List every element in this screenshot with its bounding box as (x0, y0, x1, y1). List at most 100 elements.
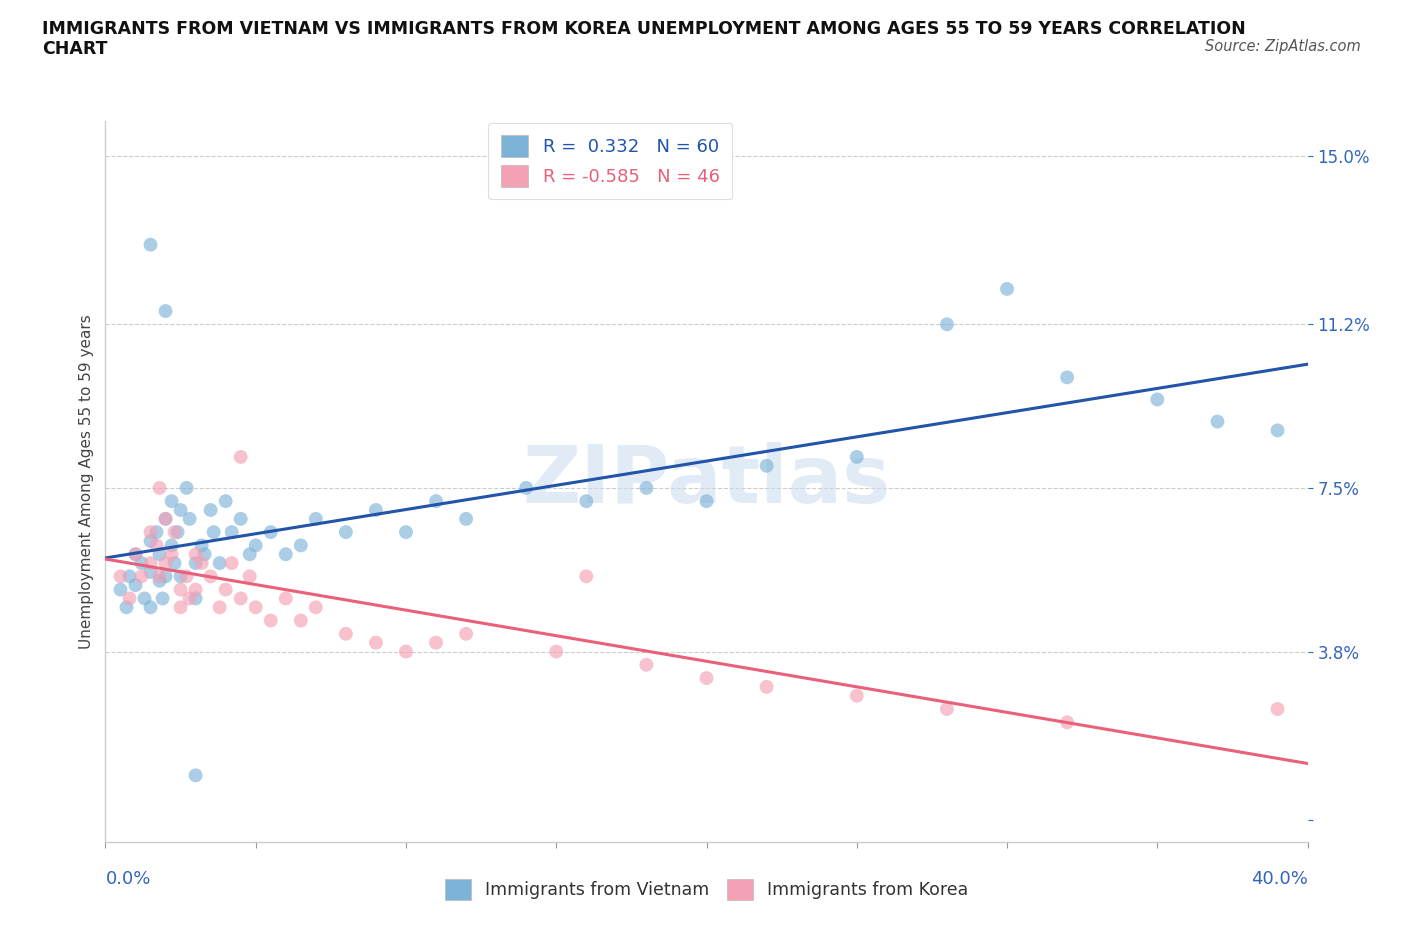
Point (155, 512, 177, 526)
Point (139, 555, 162, 570)
Point (145, 525, 167, 539)
Point (148, 573, 170, 588)
Point (1206, 414, 1229, 429)
Point (260, 613, 283, 628)
Point (139, 525, 162, 539)
Point (1267, 701, 1289, 716)
Point (124, 547, 146, 562)
Point (290, 538, 312, 552)
Point (636, 658, 658, 672)
Point (364, 502, 387, 517)
Point (229, 449, 252, 464)
Point (995, 282, 1018, 297)
Point (260, 525, 283, 539)
Point (274, 591, 297, 605)
Point (245, 600, 267, 615)
Text: Source: ZipAtlas.com: Source: ZipAtlas.com (1205, 39, 1361, 54)
Point (184, 547, 207, 562)
Point (1267, 423, 1289, 438)
Point (221, 525, 243, 539)
Point (454, 627, 477, 642)
Point (454, 512, 477, 526)
Point (131, 569, 153, 584)
Point (395, 644, 418, 659)
Point (305, 600, 328, 615)
Point (148, 547, 170, 562)
Point (214, 582, 236, 597)
Point (152, 591, 174, 605)
Point (184, 768, 207, 783)
Text: IMMIGRANTS FROM VIETNAM VS IMMIGRANTS FROM KOREA UNEMPLOYMENT AMONG AGES 55 TO 5: IMMIGRANTS FROM VIETNAM VS IMMIGRANTS FR… (42, 20, 1246, 38)
Point (184, 591, 207, 605)
Point (194, 547, 217, 562)
Point (425, 635, 447, 650)
Point (148, 569, 170, 584)
Point (163, 525, 186, 539)
Point (575, 494, 598, 509)
Point (395, 525, 418, 539)
Y-axis label: Unemployment Among Ages 55 to 59 years: Unemployment Among Ages 55 to 59 years (79, 314, 94, 648)
Text: CHART: CHART (42, 40, 108, 58)
Point (1056, 370, 1078, 385)
Point (166, 525, 188, 539)
Point (163, 555, 186, 570)
Point (179, 512, 201, 526)
Point (139, 600, 162, 615)
Point (131, 555, 153, 570)
Point (245, 538, 267, 552)
Point (169, 582, 191, 597)
Point (190, 538, 212, 552)
Point (1056, 715, 1078, 730)
Point (139, 534, 162, 549)
Point (148, 481, 170, 496)
Point (208, 600, 231, 615)
Point (160, 538, 183, 552)
Point (115, 600, 138, 615)
Point (200, 502, 222, 517)
Point (214, 494, 236, 509)
Point (290, 613, 312, 628)
Point (145, 538, 167, 552)
Point (239, 569, 262, 584)
Point (845, 688, 868, 703)
Point (184, 555, 207, 570)
Point (179, 591, 201, 605)
Point (184, 582, 207, 597)
Point (845, 449, 868, 464)
Point (364, 635, 387, 650)
Text: ZIPatlas: ZIPatlas (523, 443, 890, 520)
Point (239, 547, 262, 562)
Point (160, 494, 183, 509)
Point (274, 547, 297, 562)
Text: 0.0%: 0.0% (105, 870, 150, 888)
Point (160, 547, 183, 562)
Point (229, 591, 252, 605)
Point (200, 569, 222, 584)
Point (515, 481, 537, 496)
Point (176, 481, 198, 496)
Point (229, 512, 252, 526)
Text: 40.0%: 40.0% (1251, 870, 1308, 888)
Point (155, 569, 177, 584)
Point (118, 569, 141, 584)
Point (335, 627, 357, 642)
Point (208, 555, 231, 570)
Point (190, 555, 212, 570)
Point (425, 494, 447, 509)
Point (755, 458, 778, 473)
Point (176, 569, 198, 584)
Point (636, 481, 658, 496)
Point (221, 555, 243, 570)
Point (546, 644, 568, 659)
Point (936, 317, 959, 332)
Point (124, 547, 146, 562)
Point (1146, 392, 1168, 407)
Point (202, 525, 225, 539)
Point (139, 237, 162, 252)
Point (134, 591, 156, 605)
Point (155, 512, 177, 526)
Point (169, 600, 191, 615)
Point (169, 502, 191, 517)
Point (755, 680, 778, 695)
Point (696, 671, 718, 685)
